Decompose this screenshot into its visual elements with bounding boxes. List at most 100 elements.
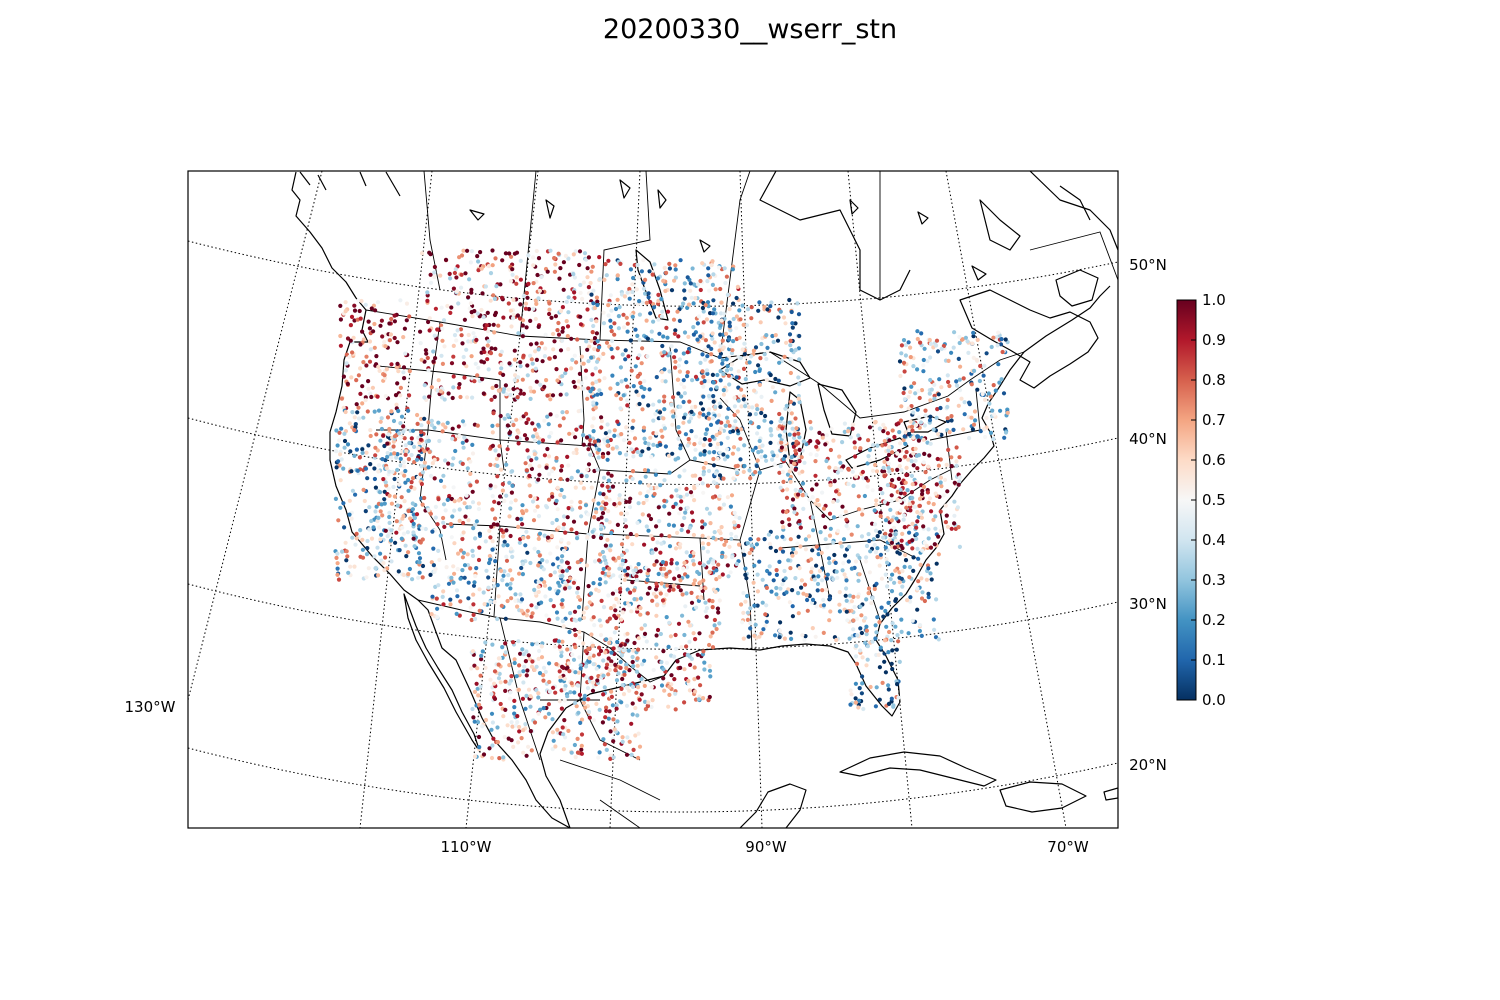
station-point: [801, 506, 806, 511]
station-point: [817, 503, 822, 508]
station-point: [458, 394, 463, 400]
station-point: [435, 606, 440, 611]
station-point: [906, 631, 911, 636]
station-point: [821, 513, 826, 519]
station-point: [574, 530, 579, 536]
station-point: [704, 606, 710, 611]
station-point: [407, 393, 412, 398]
station-point: [532, 546, 537, 551]
station-point: [560, 574, 565, 579]
station-point: [594, 666, 599, 671]
station-point: [517, 729, 522, 734]
station-point: [655, 627, 661, 633]
station-point: [517, 663, 522, 668]
station-point: [619, 686, 624, 692]
station-point: [384, 483, 389, 488]
station-point: [560, 639, 565, 644]
station-point: [524, 468, 530, 473]
station-point: [630, 425, 635, 430]
station-point: [698, 683, 703, 688]
station-point: [927, 476, 933, 481]
station-point: [591, 662, 596, 667]
station-point: [828, 526, 833, 531]
station-point: [641, 425, 647, 430]
station-point: [721, 502, 727, 507]
station-point: [473, 361, 478, 366]
station-point: [369, 536, 375, 541]
station-point: [700, 481, 705, 486]
station-point: [890, 450, 895, 455]
station-point: [508, 506, 513, 511]
station-point: [694, 605, 699, 610]
station-point: [789, 466, 794, 471]
station-point: [360, 450, 365, 455]
station-point: [645, 704, 651, 709]
station-point: [866, 438, 871, 443]
station-point: [575, 536, 580, 541]
station-point: [490, 385, 495, 390]
station-point: [598, 648, 604, 654]
station-point: [914, 525, 919, 530]
station-point: [575, 337, 580, 342]
station-point: [668, 634, 674, 639]
station-point: [468, 471, 473, 476]
station-point: [777, 411, 782, 417]
station-point: [484, 568, 489, 573]
station-point: [608, 548, 613, 553]
station-point: [507, 681, 512, 686]
station-point: [677, 474, 682, 479]
station-point: [710, 331, 715, 336]
station-point: [711, 535, 716, 541]
station-point: [780, 549, 786, 554]
station-point: [588, 280, 593, 286]
station-point: [414, 457, 420, 462]
station-point: [522, 433, 528, 438]
station-point: [510, 316, 516, 321]
station-point: [427, 394, 432, 399]
station-point: [642, 683, 647, 689]
station-point: [395, 381, 400, 386]
station-point: [673, 359, 678, 364]
station-point: [609, 689, 614, 694]
station-point: [554, 662, 559, 667]
station-point: [461, 530, 466, 535]
station-point: [606, 303, 611, 308]
station-point: [657, 519, 662, 524]
station-point: [575, 586, 581, 591]
station-point: [903, 552, 908, 558]
station-point: [860, 674, 865, 679]
station-point: [439, 353, 444, 358]
station-point: [814, 604, 819, 609]
station-point: [433, 515, 438, 520]
station-point: [803, 547, 809, 552]
station-point: [577, 655, 582, 660]
station-point: [524, 753, 529, 758]
station-point: [658, 631, 664, 637]
station-point: [715, 456, 720, 461]
station-point: [540, 359, 545, 364]
station-point: [907, 428, 912, 433]
station-point: [949, 464, 954, 469]
map-frame: [187, 170, 1119, 829]
station-point: [681, 494, 686, 499]
station-point: [428, 252, 433, 257]
station-point: [530, 499, 536, 504]
station-point: [924, 543, 929, 549]
station-point: [458, 327, 464, 332]
station-point: [697, 440, 703, 446]
colorbar-tick-label: 0.6: [1202, 451, 1226, 469]
station-point: [717, 574, 722, 580]
station-point: [915, 586, 920, 591]
station-point: [559, 468, 564, 473]
station-point: [627, 286, 632, 292]
station-point: [712, 530, 717, 535]
station-point: [849, 532, 854, 537]
station-point: [600, 549, 606, 555]
station-point: [957, 377, 962, 382]
station-point: [810, 548, 815, 553]
station-point: [708, 422, 714, 427]
station-point: [943, 520, 949, 525]
station-point: [738, 436, 743, 441]
station-point: [348, 449, 353, 454]
station-point: [984, 415, 989, 420]
